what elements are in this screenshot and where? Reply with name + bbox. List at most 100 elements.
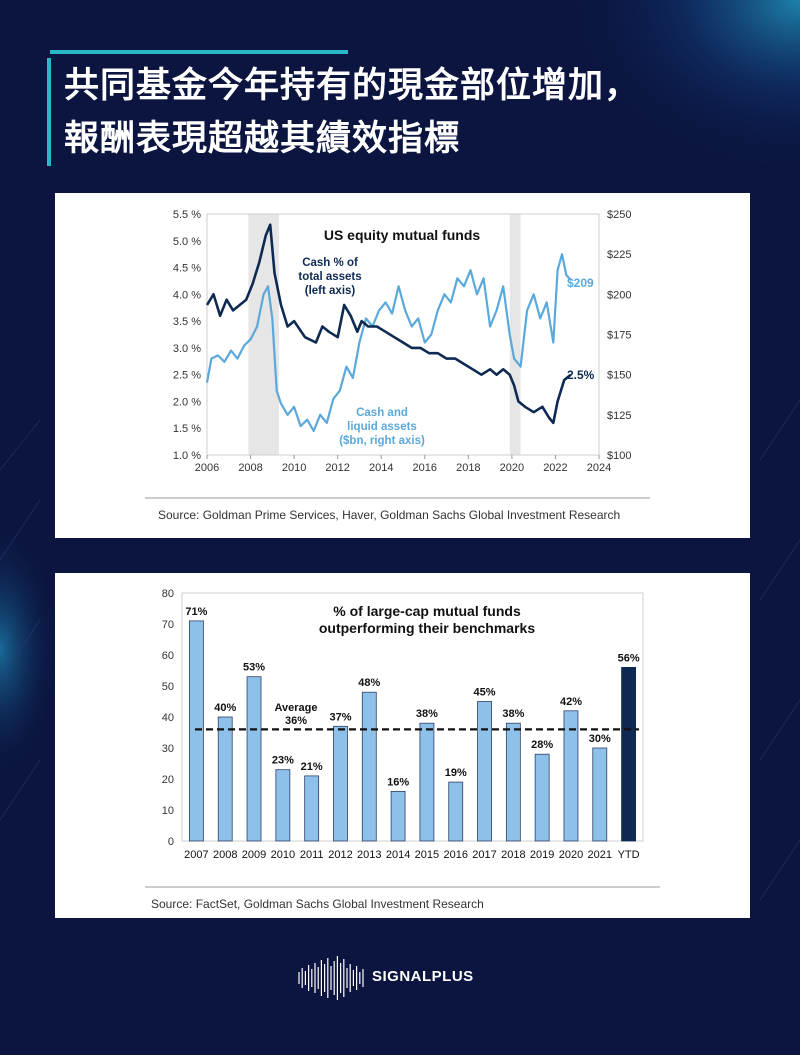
page-title-line-1: 共同基金今年持有的現金部位增加，: [64, 66, 641, 106]
right-axis-tick-label: $150: [607, 370, 631, 382]
bar-2012: [333, 725, 348, 842]
x-axis-tick-label: 2018: [456, 462, 480, 474]
plot-frame: [206, 213, 600, 456]
y-axis-tick-label: 80: [162, 588, 174, 600]
y-axis-tick-label: 0: [168, 836, 174, 848]
x-axis-tick-label: 2019: [530, 849, 554, 861]
bar-2011: [304, 775, 320, 842]
left-axis-tick-label: 1.5 %: [173, 423, 201, 435]
source-note: Source: FactSet, Goldman Sachs Global In…: [151, 897, 484, 911]
x-axis-tick-label: 2021: [588, 849, 612, 861]
chart-title: outperforming their benchmarks: [319, 620, 535, 636]
left-axis-tick-label: 2.0 %: [173, 396, 201, 408]
outperformance-bar-chart: 0 10 20 30 40 50 60 70 80 71% 2007 40% 2008 53% 2009 23…: [145, 588, 660, 911]
x-axis-tick-label: 2012: [328, 849, 352, 861]
x-axis-tick-label: 2014: [386, 849, 410, 861]
x-axis-tick-label: 2020: [500, 462, 524, 474]
source-note: Source: Goldman Prime Services, Haver, G…: [158, 508, 620, 522]
average-label: Average: [274, 702, 317, 714]
x-axis-tick-label: 2020: [559, 849, 583, 861]
chart-title: % of large-cap mutual funds: [333, 603, 521, 619]
bar-2020: [563, 710, 579, 842]
left-axis-tick-label: 5.0 %: [173, 236, 201, 248]
y-axis-tick-label: 50: [162, 681, 174, 693]
bar-value-label: 37%: [329, 711, 351, 723]
bar-value-label: 30%: [589, 733, 611, 745]
y-axis-tick-label: 60: [162, 650, 174, 662]
plot-frame: [181, 592, 644, 842]
x-axis-tick-label: 2017: [472, 849, 496, 861]
bar-2021: [592, 747, 608, 842]
left-axis-tick-label: 5.5 %: [173, 209, 201, 221]
bar-value-label: 56%: [618, 652, 640, 664]
bar-value-label: 53%: [243, 662, 265, 674]
cash-percent-series-label: Cash % of: [302, 257, 358, 269]
x-axis-tick-label: 2014: [369, 462, 393, 474]
left-axis-tick-label: 4.0 %: [173, 289, 201, 301]
bar-value-label: 38%: [416, 708, 438, 720]
x-axis-tick-label: 2013: [357, 849, 381, 861]
bar-value-label: 71%: [185, 606, 207, 618]
bar-value-label: 42%: [560, 696, 582, 708]
bar-2007: [189, 620, 204, 842]
bar-2017: [477, 701, 492, 842]
x-axis-tick-label: 2006: [195, 462, 219, 474]
x-axis-tick-label: 2008: [238, 462, 262, 474]
x-axis-tick-label: 2008: [213, 849, 237, 861]
bar-2014: [390, 790, 406, 842]
cash-assets-series-label: ($bn, right axis): [339, 435, 425, 447]
bar-2009: [246, 676, 262, 842]
bar-value-label: 48%: [358, 677, 380, 689]
cash-line-chart: 5.5 % 5.0 % 4.5 % 4.0 % 3.5 % 3.0 % 2.5 % 2.0 %…: [145, 209, 650, 522]
y-axis-tick-label: 30: [162, 743, 174, 755]
right-axis-tick-label: $200: [607, 289, 631, 301]
bar-value-label: 23%: [272, 755, 294, 767]
cash-percent-end-label: 2.5%: [567, 368, 595, 382]
bar-value-label: 21%: [301, 761, 323, 773]
x-axis-tick-label: YTD: [618, 849, 640, 861]
right-axis-tick-label: $250: [607, 209, 631, 221]
x-axis-tick-label: 2011: [300, 849, 324, 861]
x-axis-tick-label: 2009: [242, 849, 266, 861]
y-axis-tick-label: 20: [162, 774, 174, 786]
brand-name: SIGNALPLUS: [372, 968, 474, 985]
page-title-line-2: 報酬表現超越其績效指標: [64, 119, 461, 159]
x-axis-tick-label: 2010: [282, 462, 306, 474]
left-axis-tick-label: 2.5 %: [173, 370, 201, 382]
bar-2019: [534, 753, 550, 842]
right-axis-tick-label: $225: [607, 249, 631, 261]
x-axis-tick-label: 2012: [325, 462, 349, 474]
average-label: 36%: [285, 715, 307, 727]
cash-percent-series-label: total assets: [298, 271, 361, 283]
y-axis-tick-label: 70: [162, 619, 174, 631]
bar-2018: [505, 722, 521, 842]
bar-2008: [217, 716, 233, 842]
left-axis-tick-label: 3.0 %: [173, 343, 201, 355]
chart-panel-outperform: 0 10 20 30 40 50 60 70 80 71% 2007 40% 2008 53% 2009 23…: [55, 573, 750, 918]
bar-2015: [419, 722, 435, 842]
bar-2010: [275, 769, 291, 842]
cash-percent-series-label: (left axis): [305, 285, 356, 297]
bar-value-label: 45%: [474, 687, 496, 699]
signal-wave-logo-icon: [298, 956, 364, 1000]
right-axis-tick-label: $175: [607, 330, 631, 342]
bar-2013: [361, 691, 377, 842]
series-line-cash-percent: [205, 223, 572, 425]
y-axis-tick-label: 10: [162, 805, 174, 817]
bar-value-label: 40%: [214, 702, 236, 714]
bar-value-label: 38%: [502, 708, 524, 720]
bar-value-label: 28%: [531, 739, 553, 751]
title-underline-accent: [50, 50, 348, 54]
cash-assets-end-label: $209: [567, 276, 594, 290]
recession-shading-1: [509, 214, 521, 455]
cash-assets-series-label: liquid assets: [347, 421, 417, 433]
page-title: 共同基金今年持有的現金部位增加， 報酬表現超越其績效指標: [64, 60, 640, 166]
bar-ytd: [621, 667, 636, 842]
x-axis-tick-label: 2024: [587, 462, 611, 474]
x-axis-tick-label: 2022: [543, 462, 567, 474]
left-axis-tick-label: 4.5 %: [173, 263, 201, 275]
x-axis-tick-label: 2018: [501, 849, 525, 861]
bar-value-label: 16%: [387, 776, 409, 788]
bar-2016: [448, 781, 464, 842]
right-axis-tick-label: $125: [607, 410, 631, 422]
